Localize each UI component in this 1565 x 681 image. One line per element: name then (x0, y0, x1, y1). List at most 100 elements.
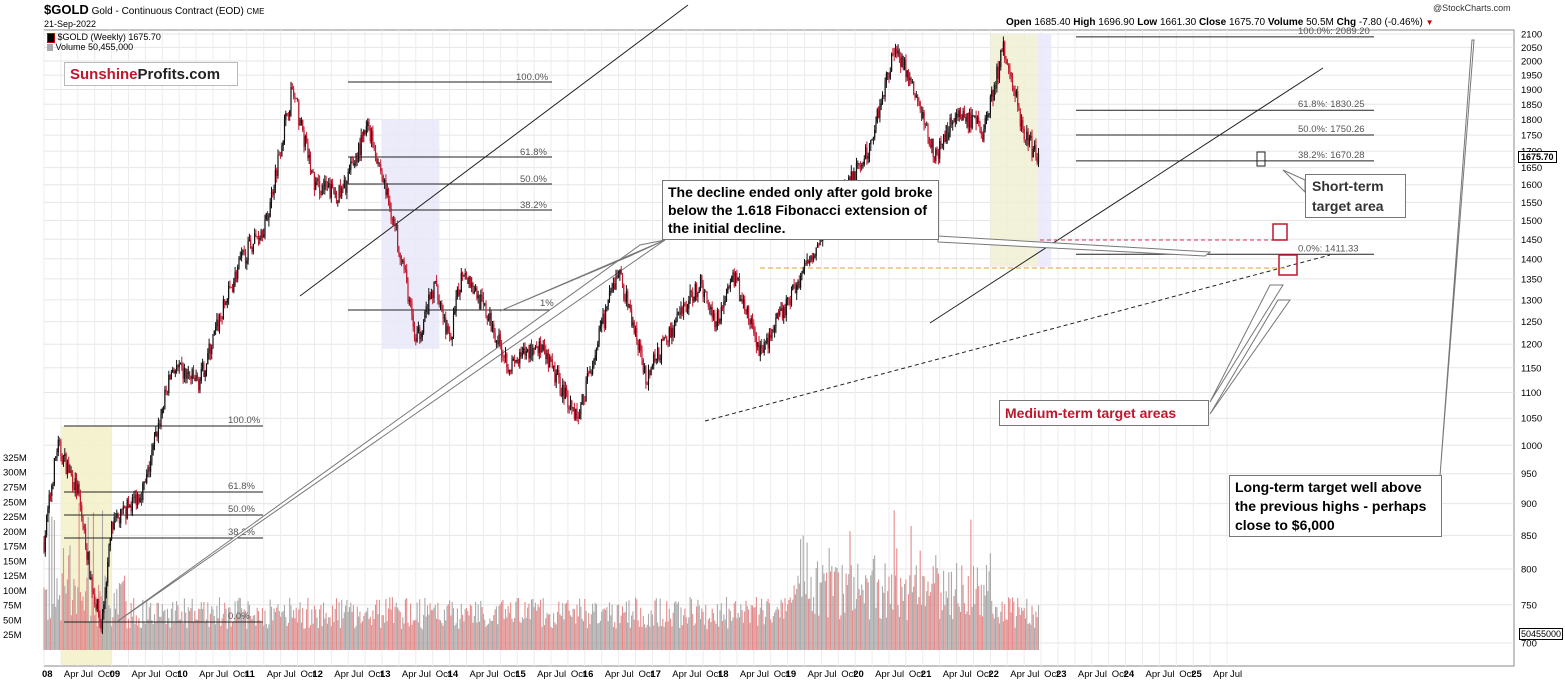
volume-bar (950, 571, 952, 650)
description: Gold - Continuous Contract (EOD) (91, 6, 244, 17)
volume-bar (944, 605, 946, 650)
candle-body (480, 294, 482, 309)
volume-bar (459, 619, 461, 650)
volume-bar (735, 601, 737, 650)
volume-bar (608, 602, 611, 650)
volume-bar (96, 626, 98, 650)
candle-body (564, 387, 566, 400)
time-tick-label: Oct (706, 669, 721, 680)
volume-tick-label: 175M (3, 542, 27, 553)
candle-body (293, 89, 295, 96)
candle-body (294, 95, 296, 98)
candle-body (965, 116, 967, 122)
candle-body (670, 327, 672, 338)
volume-bar (792, 599, 794, 650)
volume-bar (516, 598, 518, 650)
candle-body (354, 163, 356, 166)
volume-bar (859, 595, 861, 650)
candle-body (605, 309, 607, 328)
volume-bar (116, 588, 118, 650)
candle-body (256, 236, 258, 238)
volume-bar (508, 612, 510, 650)
candle-body (528, 349, 530, 359)
time-tick-label: Apr (1078, 669, 1093, 680)
price-tick-label: 1300 (1521, 295, 1542, 306)
volume-bar (1021, 607, 1023, 650)
volume-tick-label: 150M (3, 556, 27, 567)
volume-bar (335, 598, 338, 650)
volume-bar (244, 611, 247, 650)
candle-body (334, 193, 336, 195)
time-tick-label: Oct (1179, 669, 1194, 680)
volume-bar (676, 603, 678, 650)
candle-body (959, 110, 962, 115)
volume-bar (711, 608, 713, 650)
volume-bar (822, 565, 824, 650)
candle-body (390, 208, 392, 220)
volume-bar (307, 598, 309, 650)
candle-body (784, 307, 786, 316)
candle-body (241, 252, 243, 258)
candle-body (689, 290, 691, 301)
candle-body (556, 369, 559, 374)
volume-bar (567, 600, 569, 650)
candle-body (455, 296, 457, 312)
volume-bar (787, 604, 789, 650)
volume-bar (827, 617, 829, 650)
candle-body (709, 306, 711, 310)
candle-body (445, 317, 447, 335)
time-tick-label: 12 (312, 669, 323, 680)
volume-bar (900, 577, 902, 650)
volume-bar (948, 572, 950, 650)
candle-body (655, 359, 657, 361)
candle-body (818, 245, 820, 246)
candle-body (87, 551, 89, 560)
candle-body (971, 115, 973, 128)
candle-body (863, 158, 865, 165)
candle-body (776, 313, 778, 318)
candle-body (117, 513, 119, 519)
candle-body (683, 303, 685, 314)
volume-bar (724, 619, 726, 650)
volume-bar (924, 606, 926, 650)
candle-body (1026, 131, 1028, 141)
candle-body (884, 81, 886, 97)
volume-bar (1006, 619, 1008, 650)
volume-value: 50.5M (1306, 17, 1334, 28)
time-tick-label: 17 (650, 669, 661, 680)
volume-bar (537, 604, 539, 650)
volume-bar (494, 609, 496, 650)
candle-body (311, 171, 313, 172)
volume-bar (919, 550, 921, 650)
volume-bar (276, 607, 278, 650)
price-tick-label: 1600 (1521, 180, 1542, 191)
volume-bar (918, 597, 920, 650)
volume-bar (640, 607, 642, 650)
fib-label-2008: 0.0% (228, 611, 250, 622)
candle-body (368, 121, 370, 129)
volume-bar (803, 581, 806, 650)
volume-bar (346, 599, 348, 650)
volume-bar (650, 610, 652, 650)
candle-body (400, 259, 403, 262)
volume-bar (477, 604, 479, 650)
candle-body (566, 387, 568, 392)
volume-bar (382, 615, 384, 650)
candle-body (134, 494, 136, 498)
volume-bar (610, 615, 612, 650)
volume-bar (931, 583, 933, 650)
low-label: Low (1137, 17, 1158, 28)
candle-body (514, 358, 516, 362)
candle-body (267, 213, 269, 221)
volume-bar (902, 600, 904, 650)
candle-body (179, 362, 182, 364)
candle-body (178, 363, 180, 368)
candle-body (567, 391, 569, 408)
volume-bar (467, 610, 469, 650)
candle-body (434, 280, 436, 282)
volume-bar (946, 597, 949, 650)
volume-bar (350, 602, 352, 650)
volume-bar (257, 611, 260, 650)
candle-body (772, 329, 774, 332)
